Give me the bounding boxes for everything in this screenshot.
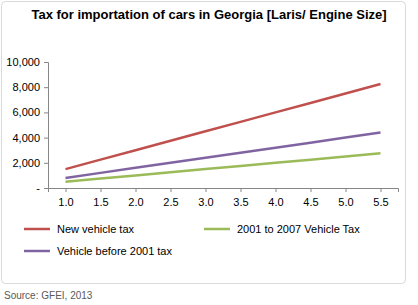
y-tick-mark bbox=[44, 87, 48, 88]
x-axis-line bbox=[49, 189, 399, 193]
legend-swatch bbox=[24, 228, 50, 231]
x-tick-mark bbox=[101, 188, 102, 192]
y-tick-mark bbox=[44, 188, 48, 189]
legend-label: Vehicle before 2001 tax bbox=[57, 245, 172, 257]
x-tick-label: 4.5 bbox=[303, 196, 318, 208]
series-line bbox=[66, 133, 381, 178]
y-tick: 4,000 bbox=[12, 132, 48, 144]
series-line bbox=[66, 153, 381, 181]
y-tick-label: 2,000 bbox=[12, 157, 40, 169]
x-tick-label: 5.5 bbox=[373, 196, 388, 208]
x-tick-label: 5.0 bbox=[338, 196, 353, 208]
legend-label: 2001 to 2007 Vehicle Tax bbox=[237, 223, 360, 235]
x-tick-label: 1.0 bbox=[58, 196, 73, 208]
y-tick: 8,000 bbox=[12, 81, 48, 93]
y-tick: 6,000 bbox=[12, 106, 48, 118]
x-tick-mark bbox=[311, 188, 312, 192]
x-tick-mark bbox=[276, 188, 277, 192]
legend-label: New vehicle tax bbox=[57, 223, 135, 235]
x-tick-mark bbox=[136, 188, 137, 192]
x-tick: 4.5 bbox=[303, 188, 318, 208]
x-tick-label: 4.0 bbox=[268, 196, 283, 208]
x-tick: 4.0 bbox=[268, 188, 283, 208]
x-axis: 1.0 1.5 2.0 2.5 3.0 3.5 4.0 4.5 5.0 5.5 bbox=[49, 188, 399, 208]
x-tick: 1.0 bbox=[58, 188, 73, 208]
y-tick-label: 6,000 bbox=[12, 106, 40, 118]
x-tick: 3.0 bbox=[198, 188, 213, 208]
legend-swatch bbox=[204, 228, 230, 231]
y-tick-label: 8,000 bbox=[12, 81, 40, 93]
x-tick-label: 3.5 bbox=[233, 196, 248, 208]
y-tick: 2,000 bbox=[12, 157, 48, 169]
legend-swatch bbox=[24, 250, 50, 253]
y-tick-mark bbox=[44, 112, 48, 113]
x-tick: 2.5 bbox=[163, 188, 178, 208]
legend-item: New vehicle tax bbox=[24, 223, 135, 235]
y-tick-label: - bbox=[36, 182, 40, 194]
x-tick-mark bbox=[171, 188, 172, 192]
x-tick-label: 3.0 bbox=[198, 196, 213, 208]
plot-area bbox=[66, 84, 381, 182]
y-tick-mark bbox=[44, 138, 48, 139]
legend: New vehicle tax 2001 to 2007 Vehicle Tax V… bbox=[24, 223, 360, 257]
x-tick-mark bbox=[241, 188, 242, 192]
x-tick-label: 2.0 bbox=[128, 196, 143, 208]
source-note: Source: GFEI, 2013 bbox=[4, 290, 93, 301]
title: Tax for importation of cars in Georgia [… bbox=[31, 7, 386, 22]
y-axis-line bbox=[44, 63, 49, 189]
x-tick: 5.0 bbox=[338, 188, 353, 208]
y-tick-mark bbox=[44, 62, 48, 63]
x-tick: 1.5 bbox=[93, 188, 108, 208]
y-tick-mark bbox=[44, 163, 48, 164]
x-tick-label: 2.5 bbox=[163, 196, 178, 208]
y-axis: - 2,000 4,000 6,000 8,000 10,000 bbox=[6, 56, 48, 194]
x-tick-mark bbox=[346, 188, 347, 192]
legend-item: Vehicle before 2001 tax bbox=[24, 245, 172, 257]
x-tick: 5.5 bbox=[373, 188, 388, 208]
chart: Tax for importation of cars in Georgia [… bbox=[0, 0, 418, 305]
x-tick-mark bbox=[381, 188, 382, 192]
x-tick-label: 1.5 bbox=[93, 196, 108, 208]
y-tick-label: 10,000 bbox=[6, 56, 40, 68]
y-tick-label: 4,000 bbox=[12, 132, 40, 144]
legend-item: 2001 to 2007 Vehicle Tax bbox=[204, 223, 360, 235]
y-tick: 10,000 bbox=[6, 56, 48, 68]
x-tick-mark bbox=[66, 188, 67, 192]
y-tick: - bbox=[36, 182, 48, 194]
x-tick: 3.5 bbox=[233, 188, 248, 208]
x-tick: 2.0 bbox=[128, 188, 143, 208]
chart-frame bbox=[2, 2, 406, 284]
x-tick-mark bbox=[206, 188, 207, 192]
